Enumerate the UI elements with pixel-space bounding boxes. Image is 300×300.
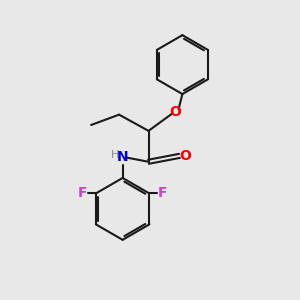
Text: F: F — [158, 186, 167, 200]
Text: N: N — [117, 150, 128, 164]
Text: O: O — [169, 105, 181, 119]
Text: O: O — [179, 149, 191, 163]
Text: H: H — [111, 150, 119, 160]
Text: F: F — [78, 186, 87, 200]
